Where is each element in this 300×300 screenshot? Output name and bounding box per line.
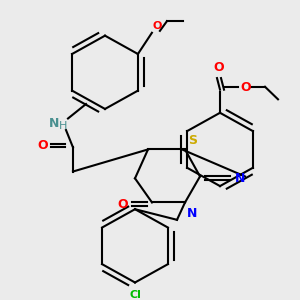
Text: O: O xyxy=(214,61,224,74)
Text: O: O xyxy=(240,81,250,94)
Text: O: O xyxy=(153,21,162,31)
Text: Cl: Cl xyxy=(129,290,141,300)
Text: O: O xyxy=(117,198,128,211)
Text: H: H xyxy=(59,121,67,131)
Text: S: S xyxy=(188,134,197,146)
Text: N: N xyxy=(235,172,245,185)
Text: N: N xyxy=(187,207,197,220)
Text: N: N xyxy=(49,117,59,130)
Text: O: O xyxy=(38,139,48,152)
